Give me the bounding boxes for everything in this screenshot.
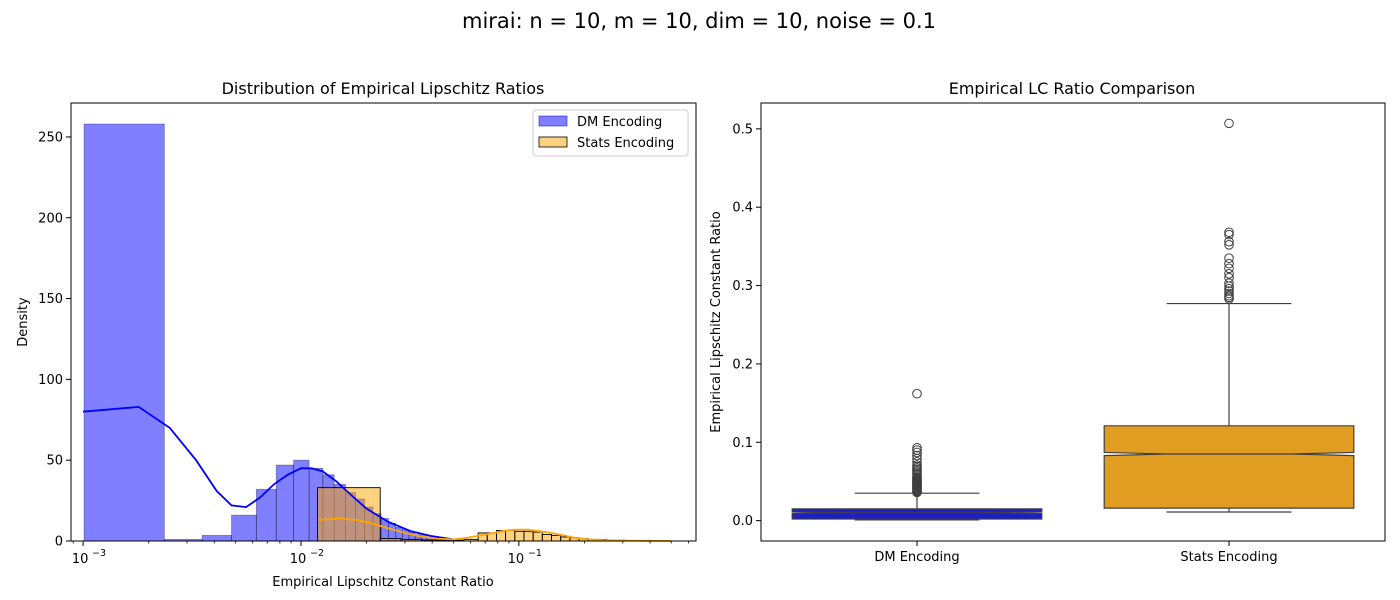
- x-tick-label: 10: [290, 552, 307, 567]
- x-tick-label-exponent: −1: [528, 548, 542, 559]
- outlier-point: [912, 445, 922, 455]
- histogram-x-ticks: 10 −3 10 −2 10 −1: [72, 541, 689, 567]
- stats-histogram-bar: [523, 530, 534, 542]
- outlier-point: [1224, 240, 1234, 250]
- stats-histogram-bar: [505, 530, 516, 542]
- y-tick-label: 0.2: [732, 357, 753, 372]
- histogram-legend: DM Encoding Stats Encoding: [532, 109, 689, 157]
- legend-swatch-stats: [538, 136, 568, 148]
- legend-frame: [532, 109, 689, 157]
- y-tick-label: 0.3: [732, 279, 753, 294]
- stats-histogram-bar: [532, 531, 543, 542]
- y-tick-label: 150: [38, 292, 63, 307]
- legend-label-dm: DM Encoding: [577, 115, 662, 130]
- outlier-point: [1224, 283, 1234, 294]
- stats-histogram-bar: [514, 530, 525, 542]
- x-tick-label-exponent: −2: [310, 548, 324, 559]
- outlier-point: [912, 447, 922, 458]
- outlier-point: [1224, 118, 1234, 129]
- boxplot-x-ticks: DM Encoding Stats Encoding: [874, 541, 1278, 565]
- dm-histogram-bar: [231, 514, 257, 542]
- stats-histogram-bar: [560, 536, 571, 542]
- outlier-point: [1224, 263, 1234, 274]
- histogram-y-axis-label: Density: [16, 297, 31, 347]
- y-tick-label: 100: [38, 373, 63, 388]
- legend-label-stats: Stats Encoding: [577, 136, 674, 151]
- outlier-point: [912, 388, 922, 399]
- x-tick-label: DM Encoding: [874, 550, 959, 565]
- boxplot-y-axis-label: Empirical Lipschitz Constant Ratio: [709, 211, 724, 432]
- x-tick-label: Stats Encoding: [1180, 550, 1277, 565]
- dm-histogram-bar: [293, 459, 310, 542]
- histogram-x-axis-label: Empirical Lipschitz Constant Ratio: [272, 575, 493, 590]
- outlier-point: [1224, 286, 1234, 296]
- y-tick-label: 200: [38, 211, 63, 226]
- histogram-y-ticks: 0 50 100 150 200 250: [38, 130, 71, 550]
- outlier-point: [1224, 258, 1234, 269]
- x-tick-label: 10: [508, 552, 525, 567]
- histogram-plot-frame: [70, 102, 697, 542]
- boxplot-panel: Empirical LC Ratio Comparison 0.00.10.20…: [709, 79, 1386, 565]
- stats-kde-line: [318, 517, 672, 542]
- x-tick-label-exponent: −3: [92, 548, 106, 559]
- dm-histogram-bars: [83, 123, 440, 542]
- outlier-point: [1224, 229, 1234, 240]
- dm-kde-line: [83, 405, 454, 541]
- y-tick-label: 0.5: [732, 122, 753, 137]
- box-body: [791, 508, 1043, 520]
- outlier-point: [1224, 227, 1234, 238]
- x-tick-label: 10: [72, 552, 89, 567]
- outlier-point: [912, 450, 922, 461]
- stats-histogram-bar: [316, 487, 381, 542]
- y-tick-label: 0.1: [732, 436, 753, 451]
- outlier-point: [1224, 269, 1234, 279]
- kde-curves: [83, 405, 672, 542]
- y-tick-label: 250: [38, 130, 63, 145]
- outlier-point: [1224, 236, 1234, 247]
- outlier-point: [1224, 272, 1234, 283]
- histogram-panel: Distribution of Empirical Lipschitz Rati…: [16, 79, 697, 590]
- stats-histogram-bar: [551, 534, 562, 542]
- figure-suptitle: mirai: n = 10, m = 10, dim = 10, noise =…: [462, 9, 936, 33]
- box-body: [1103, 425, 1355, 509]
- boxplot-y-ticks: 0.0 0.1 0.2 0.3 0.4 0.5: [732, 122, 761, 529]
- dm-histogram-bar: [201, 534, 232, 542]
- outlier-point: [1224, 290, 1234, 301]
- outlier-point: [1224, 278, 1234, 289]
- outlier-point: [1224, 253, 1234, 263]
- stats-histogram-bar: [541, 534, 552, 542]
- histogram-title: Distribution of Empirical Lipschitz Rati…: [222, 79, 545, 98]
- boxplot-plot-frame: [760, 102, 1386, 542]
- legend-swatch-dm: [538, 115, 568, 127]
- dm-histogram-bar: [83, 123, 165, 542]
- boxplot-elements: [791, 118, 1355, 521]
- outlier-point: [912, 457, 922, 467]
- outlier-point: [1224, 288, 1234, 299]
- boxplot-title: Empirical LC Ratio Comparison: [949, 79, 1196, 98]
- outlier-point: [912, 460, 922, 470]
- y-tick-label: 0: [55, 535, 63, 550]
- y-tick-label: 50: [46, 454, 63, 469]
- y-tick-label: 0.0: [732, 514, 753, 529]
- outlier-point: [912, 442, 922, 453]
- stats-histogram-bars: [316, 487, 626, 542]
- y-tick-label: 0.4: [732, 201, 753, 216]
